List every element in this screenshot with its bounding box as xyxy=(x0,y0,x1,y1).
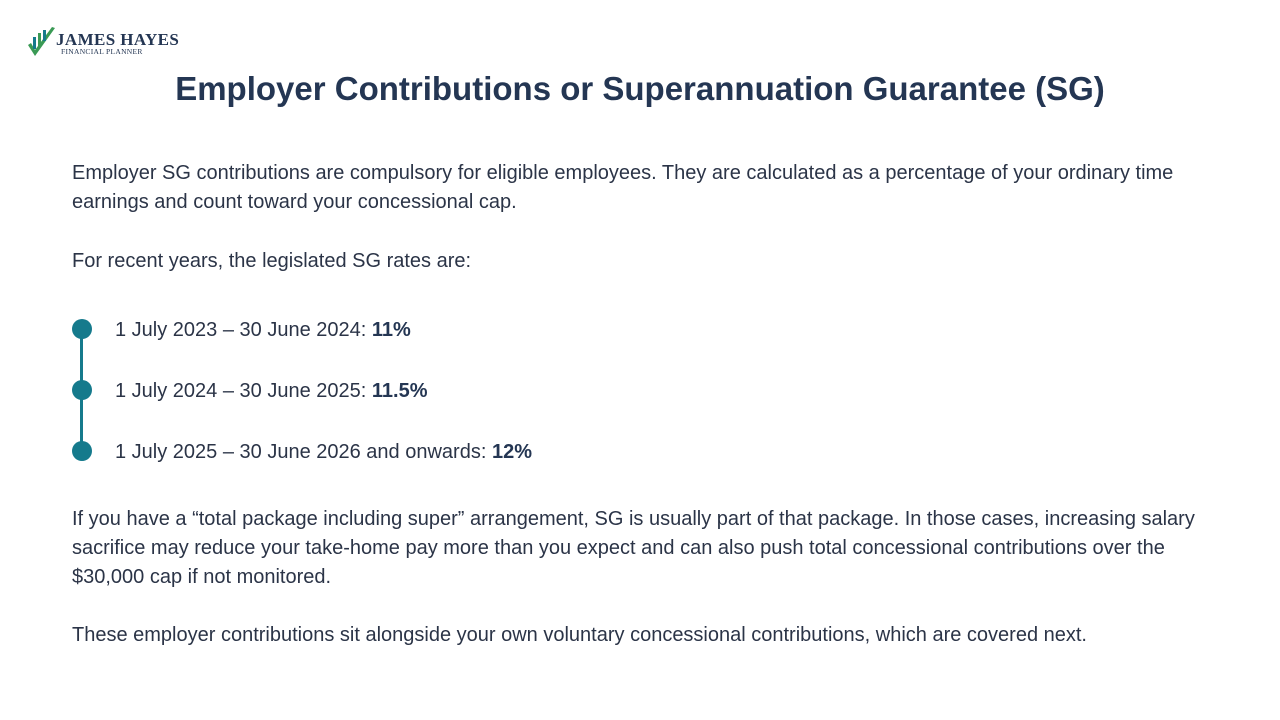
intro-paragraph: Employer SG contributions are compulsory… xyxy=(72,162,1174,213)
timeline-rate: 11% xyxy=(371,319,411,341)
timeline-text: 1 July 2025 – 30 June 2026 and onwards: … xyxy=(115,440,532,464)
logo-check-icon xyxy=(28,27,55,56)
closing-paragraph: These employer contributions sit alongsi… xyxy=(72,624,1087,646)
timeline-text: 1 July 2024 – 30 June 2025: 11.5% xyxy=(115,379,427,403)
timeline-period: 1 July 2023 – 30 June 2024: xyxy=(115,319,372,341)
company-logo: JAMES HAYES FINANCIAL PLANNER xyxy=(27,25,202,61)
logo-name: JAMES HAYES xyxy=(56,30,180,49)
timeline-period: 1 July 2024 – 30 June 2025: xyxy=(115,380,372,402)
rates-lead-paragraph: For recent years, the legislated SG rate… xyxy=(72,250,472,272)
timeline-text: 1 July 2023 – 30 June 2024: 11% xyxy=(115,318,411,342)
sg-rates-timeline: 1 July 2023 – 30 June 2024: 11% 1 July 2… xyxy=(72,318,972,468)
timeline-period: 1 July 2025 – 30 June 2026 and onwards: xyxy=(115,441,492,463)
timeline-dot-icon xyxy=(72,380,92,400)
timeline-dot-icon xyxy=(72,319,92,339)
timeline-rate: 12% xyxy=(491,441,532,463)
logo-subtitle: FINANCIAL PLANNER xyxy=(61,47,143,56)
timeline-rate: 11.5% xyxy=(371,380,428,402)
package-note-paragraph: If you have a “total package including s… xyxy=(72,508,1195,588)
timeline-dot-icon xyxy=(72,441,92,461)
page-title: Employer Contributions or Superannuation… xyxy=(175,70,1105,107)
